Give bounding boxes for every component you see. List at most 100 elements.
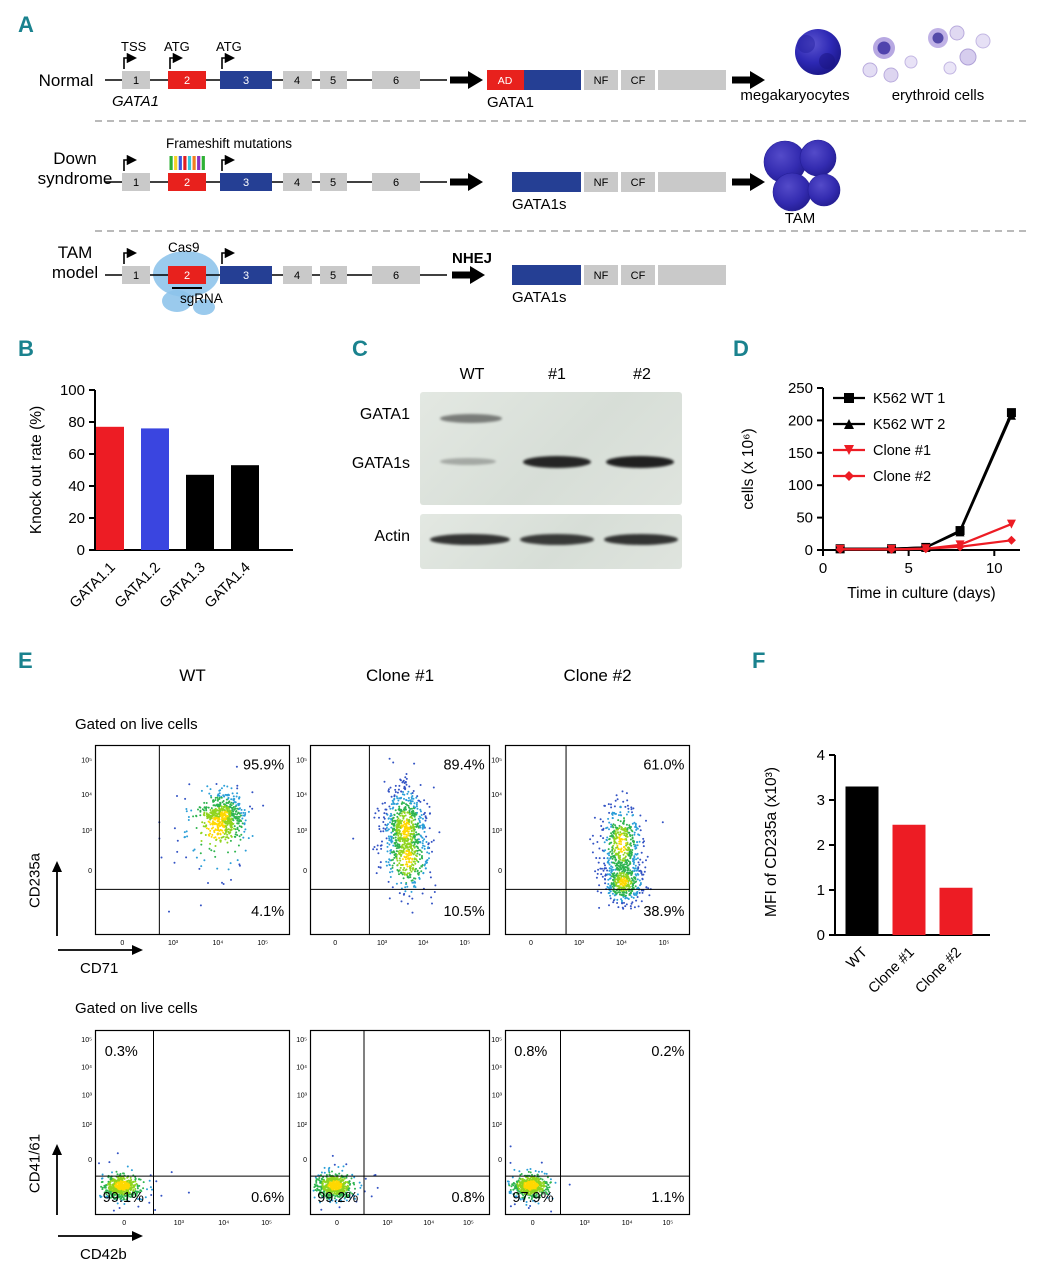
svg-text:WT: WT — [844, 944, 871, 971]
cd41-61-axis-label: CD41/61 — [26, 1133, 44, 1194]
tam-label: TAM — [785, 210, 816, 227]
panel-a-diagram: Normal TSS ATG ATG 1 2 3 4 5 6 GATA1 AD … — [38, 25, 1026, 315]
svg-text:100: 100 — [788, 477, 813, 494]
svg-text:NF: NF — [594, 75, 609, 87]
svg-text:10⁵: 10⁵ — [261, 1220, 272, 1227]
arrow-icon — [452, 266, 485, 284]
quadrant-percent: 10.5% — [443, 904, 484, 920]
svg-text:10³: 10³ — [82, 1092, 93, 1099]
svg-text:0: 0 — [122, 1220, 126, 1227]
quadrant-percent: 89.4% — [443, 758, 484, 774]
sgrna-label: sgRNA — [180, 291, 223, 306]
svg-text:10⁵: 10⁵ — [491, 758, 502, 765]
promoter-arrow-icon — [123, 247, 138, 264]
svg-text:0: 0 — [805, 542, 813, 559]
blot-lane-wt: WT — [459, 366, 485, 383]
flow-col-clone2: Clone #2 — [563, 666, 632, 685]
arrow-icon — [732, 71, 765, 89]
y-axis-label: MFI of CD235a (x10³) — [763, 767, 780, 917]
svg-text:0: 0 — [531, 1220, 535, 1227]
svg-text:20: 20 — [68, 510, 85, 527]
quadrant-percent: 61.0% — [643, 758, 684, 774]
svg-text:3: 3 — [243, 270, 249, 282]
protein-bar-gata1s: NF CF — [512, 172, 726, 192]
svg-text:10⁵: 10⁵ — [81, 758, 92, 765]
svg-text:3: 3 — [243, 75, 249, 87]
protein-name: GATA1s — [512, 196, 566, 213]
protein-band — [440, 414, 502, 423]
flow-plot-clone2-cd235a: 10⁵ 10⁴ 10³ 0 0 10³ 10⁴ 10⁵ 61.0% 38.9% — [491, 744, 691, 947]
row-tam-title-1: TAM — [58, 243, 93, 262]
svg-text:50: 50 — [796, 510, 813, 527]
legend-entry: Clone #2 — [873, 469, 931, 485]
svg-text:GATA1.2: GATA1.2 — [112, 560, 164, 612]
svg-text:0: 0 — [335, 1220, 339, 1227]
svg-text:4: 4 — [294, 270, 300, 282]
erythroid-cells-label: erythroid cells — [892, 87, 985, 104]
svg-text:1: 1 — [817, 882, 825, 899]
protein-bar-gata1: AD NF CF — [487, 70, 726, 90]
x-axis-label: Time in culture (days) — [847, 585, 995, 602]
svg-text:10³: 10³ — [82, 828, 93, 835]
svg-text:1: 1 — [133, 177, 139, 189]
svg-text:NF: NF — [594, 270, 609, 282]
svg-text:0: 0 — [529, 940, 533, 947]
svg-text:10⁵: 10⁵ — [463, 1220, 474, 1227]
panel-e-label: E — [18, 648, 33, 673]
row-down-title-1: Down — [53, 149, 96, 168]
svg-text:10²: 10² — [492, 1122, 503, 1129]
svg-text:10⁵: 10⁵ — [659, 940, 670, 947]
atg-arrow-icon — [221, 52, 236, 69]
svg-text:10⁴: 10⁴ — [81, 1065, 92, 1072]
svg-text:10⁴: 10⁴ — [418, 940, 429, 947]
row-tam-title-2: model — [52, 263, 98, 282]
arrow-icon — [450, 173, 483, 191]
cd42b-axis-label: CD42b — [80, 1246, 127, 1263]
svg-text:10: 10 — [986, 560, 1003, 577]
row-down-title-2: syndrome — [38, 169, 113, 188]
svg-text:4: 4 — [817, 747, 825, 764]
x-axis-arrow-icon — [58, 945, 143, 955]
svg-text:10⁴: 10⁴ — [423, 1220, 434, 1227]
protein-band — [520, 534, 594, 545]
quadrant-percent: 0.2% — [651, 1044, 684, 1060]
panel-b-label: B — [18, 336, 34, 361]
gate-label-top: Gated on live cells — [75, 716, 198, 733]
blot-row-actin-label: Actin — [374, 528, 410, 545]
exon-boxes-tam: 1 2 3 4 5 6 — [122, 266, 420, 284]
frameshift-marks — [169, 156, 205, 170]
protein-band — [606, 456, 674, 468]
svg-text:2: 2 — [184, 270, 190, 282]
svg-text:Clone #1: Clone #1 — [865, 945, 917, 997]
quadrant-percent: 1.1% — [651, 1190, 684, 1206]
blot-lane-1: #1 — [548, 366, 566, 383]
svg-text:80: 80 — [68, 414, 85, 431]
flow-col-clone1: Clone #1 — [365, 666, 435, 685]
promoter-arrow-icon — [123, 154, 138, 171]
svg-text:10³: 10³ — [579, 1220, 590, 1227]
svg-text:2: 2 — [184, 75, 190, 87]
svg-text:2: 2 — [184, 177, 190, 189]
exon-boxes-normal: 1 2 3 4 5 6 — [122, 71, 420, 89]
growth-curve-chart: 0 50 100 150 200 250 0 5 10 K562 WT 1 K562 WT 2 Clo… — [735, 352, 1040, 647]
svg-text:0: 0 — [120, 940, 124, 947]
cd71-axis-label: CD71 — [80, 960, 119, 977]
tam-cells-image — [763, 139, 841, 212]
svg-text:10⁴: 10⁴ — [296, 792, 307, 799]
quadrant-percent: 0.8% — [514, 1044, 547, 1060]
nhej-label: NHEJ — [452, 250, 492, 267]
svg-text:0: 0 — [333, 940, 337, 947]
svg-text:10⁵: 10⁵ — [257, 940, 268, 947]
row-normal-title: Normal — [39, 71, 94, 90]
blot-row-gata1-label: GATA1 — [359, 406, 410, 423]
svg-text:NF: NF — [594, 177, 609, 189]
svg-text:10⁴: 10⁴ — [218, 1220, 229, 1227]
atg-arrow-icon — [221, 247, 236, 264]
svg-text:10⁵: 10⁵ — [459, 940, 470, 947]
y-axis-arrow-icon — [52, 861, 62, 936]
svg-text:10⁵: 10⁵ — [662, 1220, 673, 1227]
protein-bar-gata1s: NF CF — [512, 265, 726, 285]
svg-text:0: 0 — [817, 927, 825, 944]
svg-text:AD: AD — [498, 75, 513, 87]
